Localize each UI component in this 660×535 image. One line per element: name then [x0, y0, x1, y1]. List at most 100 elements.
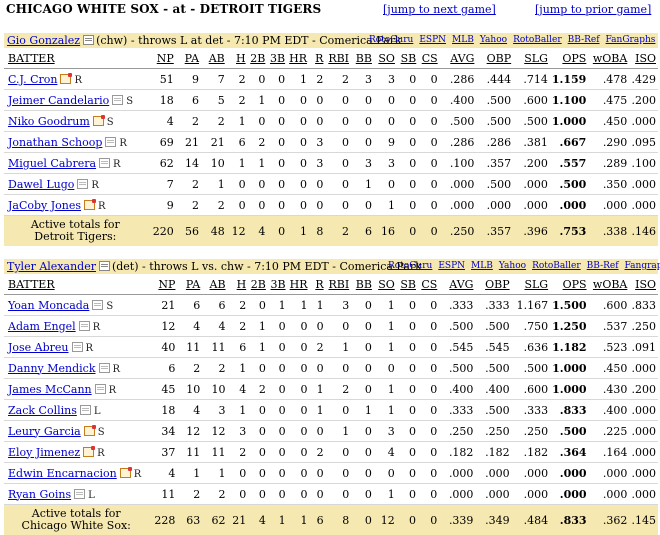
link-mlb[interactable]: MLB — [471, 261, 493, 271]
batter-name-link[interactable]: JaCoby Jones — [8, 199, 81, 212]
link-rotoguru[interactable]: RotoGuru — [388, 261, 432, 271]
link-bbref[interactable]: BB-Ref — [568, 35, 600, 45]
column-header-obp[interactable]: OBP — [476, 49, 513, 69]
batter-name-link[interactable]: Danny Mendick — [8, 362, 96, 375]
column-header-avg[interactable]: AVG — [440, 49, 477, 69]
stat-iso: .000 — [629, 174, 658, 195]
link-espn[interactable]: ESPN — [419, 35, 446, 45]
note-icon[interactable] — [72, 342, 83, 352]
batter-name-link[interactable]: Niko Goodrum — [8, 115, 90, 128]
link-mlb[interactable]: MLB — [452, 35, 474, 45]
column-header-3b[interactable]: 3B — [268, 275, 288, 295]
jump-prior-game-link[interactable]: [jump to prior game] — [535, 3, 651, 16]
column-header-slg[interactable]: SLG — [512, 275, 551, 295]
pitcher-name-link[interactable]: Gio Gonzalez — [7, 34, 80, 47]
column-header-2b[interactable]: 2B — [248, 49, 268, 69]
column-header-ab[interactable]: AB — [202, 275, 227, 295]
batter-name-link[interactable]: Yoan Moncada — [8, 299, 89, 312]
note-icon[interactable] — [95, 384, 106, 394]
column-header-iso[interactable]: ISO — [629, 49, 658, 69]
link-rotoballer[interactable]: RotoBaller — [532, 261, 581, 271]
edit-note-icon[interactable] — [83, 447, 94, 457]
link-bbref[interactable]: BB-Ref — [587, 261, 619, 271]
news-icon[interactable] — [99, 261, 110, 271]
column-header-avg[interactable]: AVG — [439, 275, 475, 295]
column-header-2b[interactable]: 2B — [248, 275, 268, 295]
link-rotoguru[interactable]: RotoGuru — [369, 35, 413, 45]
column-header-cs[interactable]: CS — [418, 275, 439, 295]
column-header-3b[interactable]: 3B — [267, 49, 287, 69]
batter-name-link[interactable]: Edwin Encarnacion — [8, 467, 117, 480]
note-icon[interactable] — [74, 489, 85, 499]
column-header-bb[interactable]: BB — [351, 275, 374, 295]
column-header-woba[interactable]: wOBA — [589, 275, 630, 295]
batter-name-link[interactable]: C.J. Cron — [8, 73, 57, 86]
column-header-woba[interactable]: wOBA — [588, 49, 629, 69]
batter-name-link[interactable]: Leury Garcia — [8, 425, 81, 438]
column-header-so[interactable]: SO — [374, 49, 397, 69]
batter-name-link[interactable]: Zack Collins — [8, 404, 77, 417]
column-header-np[interactable]: NP — [150, 275, 177, 295]
stat-r: 1 — [310, 295, 326, 316]
note-icon[interactable] — [112, 95, 123, 105]
batter-name-link[interactable]: Miguel Cabrera — [8, 157, 96, 170]
batter-name-link[interactable]: Jonathan Schoop — [8, 136, 102, 149]
column-header-obp[interactable]: OBP — [475, 275, 511, 295]
column-header-r[interactable]: R — [310, 275, 326, 295]
batter-name-link[interactable]: Ryan Goins — [8, 488, 71, 501]
column-header-hr[interactable]: HR — [287, 49, 309, 69]
column-header-ops[interactable]: OPS — [550, 275, 588, 295]
jump-next-game-link[interactable]: [jump to next game] — [383, 3, 496, 16]
edit-note-icon[interactable] — [84, 426, 95, 436]
column-header-pa[interactable]: PA — [177, 275, 202, 295]
stat-avg: .545 — [439, 337, 475, 358]
column-header-pa[interactable]: PA — [176, 49, 201, 69]
batter-name-link[interactable]: Adam Engel — [8, 320, 76, 333]
column-header-r[interactable]: R — [309, 49, 325, 69]
column-header-batter[interactable]: BATTER — [4, 275, 150, 295]
column-header-batter[interactable]: BATTER — [4, 49, 149, 69]
column-header-sb[interactable]: SB — [397, 49, 418, 69]
note-icon[interactable] — [99, 158, 110, 168]
column-header-rbi[interactable]: RBI — [326, 275, 352, 295]
link-espn[interactable]: ESPN — [438, 261, 465, 271]
column-header-slg[interactable]: SLG — [513, 49, 550, 69]
edit-note-icon[interactable] — [93, 116, 104, 126]
column-header-sb[interactable]: SB — [397, 275, 418, 295]
column-header-so[interactable]: SO — [374, 275, 397, 295]
edit-note-icon[interactable] — [84, 200, 95, 210]
link-yahoo[interactable]: Yahoo — [480, 35, 507, 45]
column-header-ops[interactable]: OPS — [550, 49, 588, 69]
pitcher-name-link[interactable]: Tyler Alexander — [7, 260, 96, 273]
column-header-cs[interactable]: CS — [418, 49, 439, 69]
note-icon[interactable] — [99, 363, 110, 373]
column-header-rbi[interactable]: RBI — [325, 49, 351, 69]
column-header-h[interactable]: H — [227, 49, 248, 69]
note-icon[interactable] — [105, 137, 116, 147]
batter-name-link[interactable]: James McCann — [8, 383, 92, 396]
note-icon[interactable] — [77, 179, 88, 189]
note-icon[interactable] — [92, 300, 103, 310]
link-yahoo[interactable]: Yahoo — [499, 261, 526, 271]
edit-note-icon[interactable] — [120, 468, 131, 478]
news-icon[interactable] — [83, 35, 94, 45]
link-rotoballer[interactable]: RotoBaller — [513, 35, 562, 45]
stat-ops: 1.500 — [550, 295, 588, 316]
column-header-bb[interactable]: BB — [351, 49, 374, 69]
stat-ab: 10 — [201, 153, 227, 174]
column-header-ab[interactable]: AB — [201, 49, 227, 69]
batter-name-link[interactable]: Jeimer Candelario — [8, 94, 109, 107]
edit-note-icon[interactable] — [60, 74, 71, 84]
column-header-iso[interactable]: ISO — [629, 275, 658, 295]
column-header-hr[interactable]: HR — [288, 275, 310, 295]
column-header-np[interactable]: NP — [149, 49, 176, 69]
batter-name-link[interactable]: Jose Abreu — [8, 341, 69, 354]
note-icon[interactable] — [80, 405, 91, 415]
note-icon[interactable] — [79, 321, 90, 331]
column-header-h[interactable]: H — [228, 275, 249, 295]
link-fangraphs[interactable]: Fangraphs — [625, 261, 660, 271]
batter-name-link[interactable]: Eloy Jimenez — [8, 446, 80, 459]
batter-name-link[interactable]: Dawel Lugo — [8, 178, 74, 191]
link-fangraphs[interactable]: FanGraphs — [606, 35, 656, 45]
